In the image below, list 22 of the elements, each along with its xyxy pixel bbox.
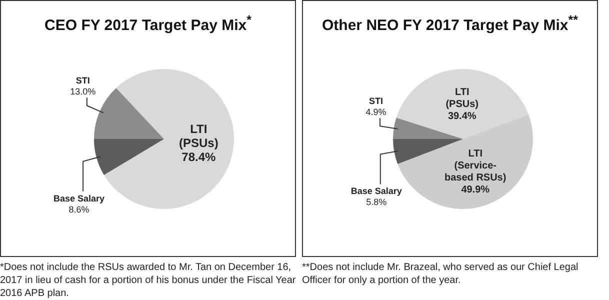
pie-slice	[94, 88, 164, 139]
slice-label: Base Salary	[54, 193, 105, 204]
data-label: 13.0%	[70, 86, 96, 97]
pie-slice	[393, 118, 463, 139]
text: *Does not include the RSUs awarded to Mr. Tan on December 16, 2017 in lieu of cash for a portion of his bonus under the Fiscal Year 2016 APB plan.	[0, 262, 296, 299]
chart-title: CEO FY 2017 Target Pay Mix$^{*}$	[44, 13, 252, 34]
slice-label: LTI (PSUs)	[178, 122, 218, 150]
data-label: 5.8%	[366, 197, 387, 208]
slice-label: STI	[76, 76, 90, 86]
text: **Does not include Mr. Brazeal, who served as our Chief Legal Officer for only a portion of the year.	[302, 262, 578, 286]
slice-label: LTI (PSUs)	[446, 86, 479, 110]
chart-title: Other NEO FY 2017 Target Pay Mix$^{**}$	[322, 13, 578, 34]
data-label: 8.6%	[68, 204, 90, 214]
data-label: 78.4%	[182, 150, 216, 164]
slice-label: STI	[368, 96, 383, 106]
data-label: 4.9%	[366, 107, 386, 118]
data-label: 49.9%	[461, 184, 490, 196]
pie-slice	[94, 139, 164, 176]
slice-label: LTI (Service-based RSUs)	[444, 148, 506, 184]
slice-label: Base Salary	[350, 186, 402, 196]
data-label: 39.4%	[448, 110, 476, 122]
pie-slice	[104, 69, 234, 209]
